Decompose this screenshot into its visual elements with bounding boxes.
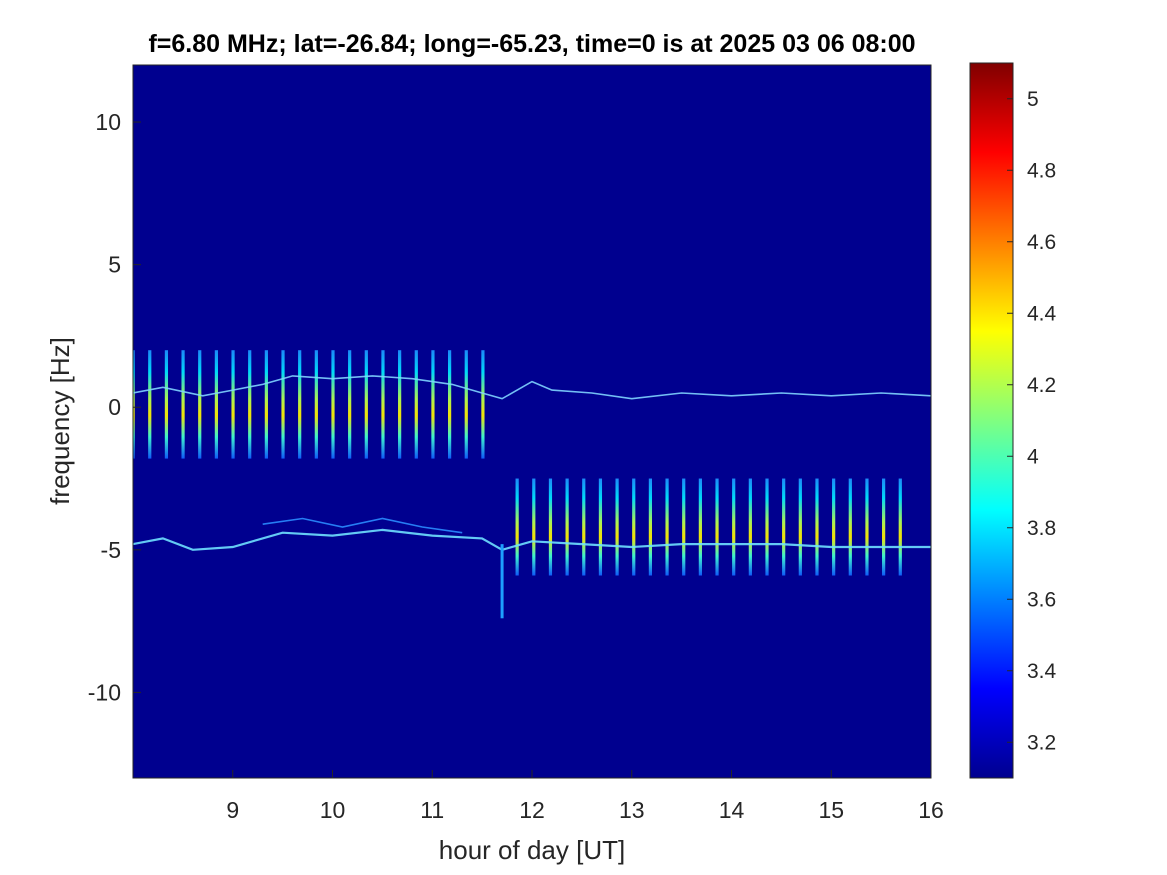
spectrogram-stripe [832,478,836,576]
y-tick-label: -5 [101,537,121,563]
x-tick-label: 12 [519,797,545,823]
spectrogram-stripe [298,350,302,459]
y-axis-label: frequency [Hz] [45,337,75,505]
spectrogram-stripe [515,478,519,576]
x-tick-label: 9 [226,797,239,823]
colorbar-tick-label: 4.4 [1027,302,1057,325]
x-tick-label: 10 [320,797,346,823]
x-tick-label: 14 [719,797,745,823]
spectrogram-stripe [615,478,619,576]
spectrogram-stripe [181,350,185,459]
spectrogram-stripe [248,350,252,459]
spectrogram-stripe [798,478,802,576]
spectrogram-stripe [848,478,852,576]
colorbar-tick-label: 3.6 [1027,588,1056,611]
lower-side-trace [262,517,463,534]
spectrogram-stripe [598,478,603,576]
chart-title: f=6.80 MHz; lat=-26.84; long=-65.23, tim… [148,30,915,58]
upper-frequency-trace [133,375,931,400]
colorbar [969,62,1014,779]
spectrogram-stripe [481,350,485,459]
x-tick-label: 15 [818,797,844,823]
spectrogram-stripe [381,350,385,459]
spectrogram-stripe [582,478,586,576]
colorbar-ticks: 3.2 3.4 3.6 3.8 4 4.2 4.4 4.6 4.8 5 [1007,88,1057,754]
spectrogram-stripe [532,478,536,576]
spectrogram-stripe [133,350,135,459]
spectrogram-stripe [214,350,218,459]
spectrogram-stripe [398,350,402,459]
colorbar-tick-label: 4.8 [1027,159,1056,182]
spectrogram-stripe [314,350,318,459]
spectrogram-stripe [882,478,886,576]
x-tick-label: 11 [420,797,444,823]
y-tick-label: 0 [108,394,121,420]
colorbar-tick-label: 4.2 [1027,374,1056,397]
spectrogram-stripe [431,350,435,459]
spectrogram-stripe [865,478,869,576]
spectrogram-stripe [198,350,202,459]
y-tick-label: 5 [108,252,121,278]
spectrogram-stripe [231,350,235,459]
x-axis: 9 10 11 12 13 14 15 16 [226,770,944,823]
spectrogram-stripe [698,478,702,576]
colorbar-tick-label: 3.2 [1027,731,1056,754]
spectrogram-stripe [164,350,169,459]
spectrogram-stripe [464,350,468,459]
spectrogram-stripe [898,478,902,576]
spectrogram-stripe [364,350,368,459]
spectrogram-stripe [565,478,569,576]
colorbar-tick-label: 3.4 [1027,660,1057,683]
spectrogram-stripe [414,350,418,459]
y-tick-label: -10 [88,679,121,705]
spectrogram-stripe [782,478,786,576]
spectrogram-stripe [682,478,686,576]
frequency-spike [500,544,504,619]
spectrogram-stripe [448,350,452,459]
colorbar-tick-label: 5 [1027,88,1039,111]
plot-background [133,65,931,778]
x-tick-label: 13 [619,797,645,823]
spectrogram-stripe [281,350,285,459]
spectrogram-stripe [648,478,653,576]
spectrogram-stripe [331,350,335,459]
plot-frame [132,64,932,779]
colorbar-tick-label: 3.8 [1027,517,1056,540]
spectrogram-stripe [632,478,636,576]
spectrogram-stripe [732,478,736,576]
spectrogram-stripe [665,478,669,576]
spectrogram-stripe [148,350,152,459]
y-axis: -10 -5 0 5 10 [88,109,141,705]
colorbar-tick-label: 4 [1027,445,1039,468]
spectrogram-stripe [264,350,268,459]
plot-data-layer [133,350,931,619]
spectrogram-stripe [815,478,819,576]
spectrogram-stripe [748,478,752,576]
x-tick-label: 16 [918,797,944,823]
spectrogram-stripe [348,350,352,459]
spectrogram-stripe [715,478,719,576]
colorbar-tick-label: 4.6 [1027,231,1056,254]
x-axis-label: hour of day [UT] [439,835,625,865]
spectrogram-stripe [548,478,553,576]
spectrogram-stripe [765,478,769,576]
y-tick-label: 10 [95,109,121,135]
